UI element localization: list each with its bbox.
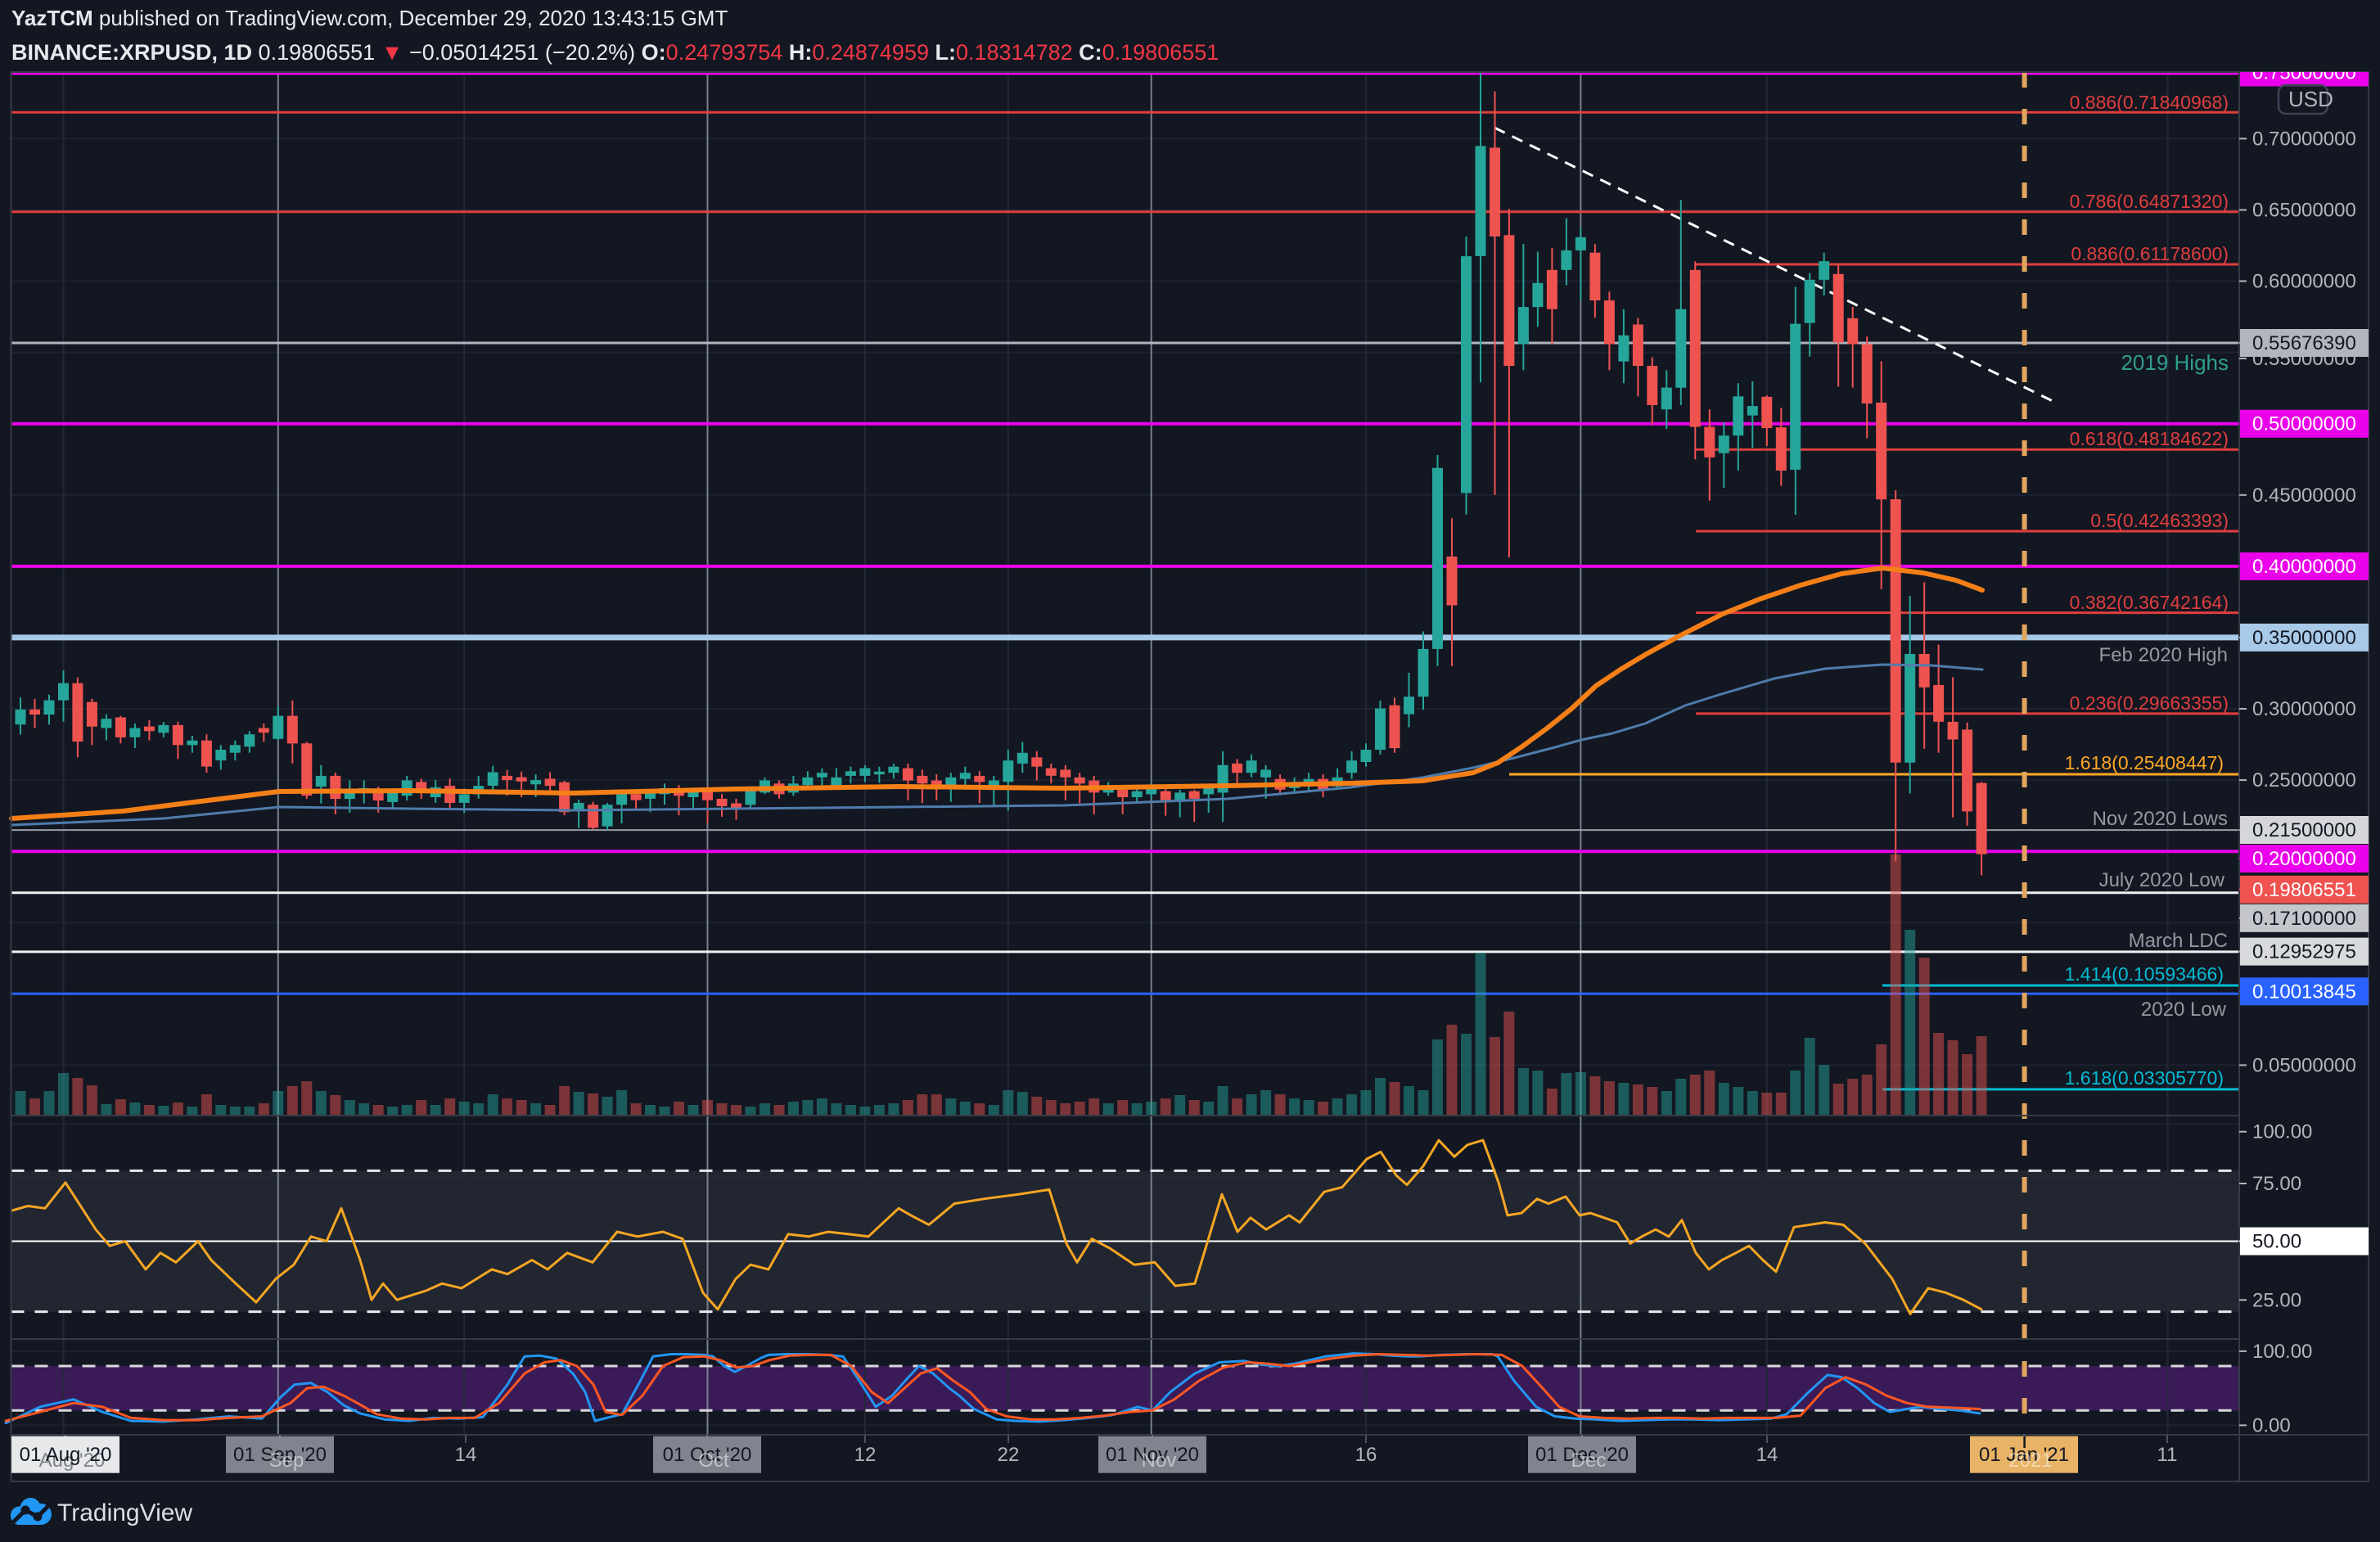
svg-text:Nov 2020 Lows: Nov 2020 Lows <box>2093 808 2228 830</box>
svg-text:0.45000000: 0.45000000 <box>2252 485 2356 507</box>
svg-text:0.00: 0.00 <box>2252 1414 2291 1436</box>
svg-text:0.10013845: 0.10013845 <box>2252 981 2356 1003</box>
svg-text:25.00: 25.00 <box>2252 1289 2301 1311</box>
svg-text:Dec: Dec <box>1571 1450 1607 1472</box>
svg-text:0.40000000: 0.40000000 <box>2252 556 2356 578</box>
svg-text:75.00: 75.00 <box>2252 1173 2301 1195</box>
svg-text:Aug '20: Aug '20 <box>39 1450 106 1472</box>
svg-text:0.75000000: 0.75000000 <box>2252 62 2356 84</box>
svg-text:1.414(0.10593466): 1.414(0.10593466) <box>2065 963 2224 985</box>
svg-text:01 Oct '20: 01 Oct '20 <box>663 1444 752 1466</box>
svg-text:0.65000000: 0.65000000 <box>2252 200 2356 222</box>
svg-text:14: 14 <box>455 1444 477 1466</box>
svg-text:Nov: Nov <box>1142 1450 1177 1472</box>
svg-text:1.618(0.25408447): 1.618(0.25408447) <box>2065 752 2224 773</box>
svg-text:YazTCM published on TradingVie: YazTCM published on TradingView.com, Dec… <box>11 6 728 30</box>
svg-text:0.17100000: 0.17100000 <box>2252 908 2356 930</box>
svg-text:0.35000000: 0.35000000 <box>2252 627 2356 649</box>
svg-text:0.20000000: 0.20000000 <box>2252 848 2356 870</box>
svg-text:11: 11 <box>2157 1444 2178 1466</box>
svg-text:2020 Low: 2020 Low <box>2141 999 2227 1021</box>
svg-text:0.786(0.64871320): 0.786(0.64871320) <box>2070 191 2229 212</box>
svg-text:0.12952975: 0.12952975 <box>2252 941 2356 963</box>
svg-text:22: 22 <box>998 1444 1020 1466</box>
svg-text:0.618(0.48184622): 0.618(0.48184622) <box>2070 428 2229 449</box>
svg-text:Sep: Sep <box>269 1450 304 1472</box>
svg-text:0.50000000: 0.50000000 <box>2252 413 2356 435</box>
svg-text:2021: 2021 <box>2008 1450 2052 1472</box>
svg-text:16: 16 <box>1355 1444 1377 1466</box>
svg-text:01 Dec '20: 01 Dec '20 <box>1535 1444 1629 1466</box>
svg-text:0.25000000: 0.25000000 <box>2252 769 2356 791</box>
svg-text:0.60000000: 0.60000000 <box>2252 271 2356 293</box>
svg-text:0.55676390: 0.55676390 <box>2252 332 2356 354</box>
svg-text:01 Sep '20: 01 Sep '20 <box>233 1444 327 1466</box>
svg-text:0.5(0.42463393): 0.5(0.42463393) <box>2090 510 2229 531</box>
svg-text:0.70000000: 0.70000000 <box>2252 128 2356 150</box>
svg-text:0.30000000: 0.30000000 <box>2252 698 2356 720</box>
svg-text:0.05000000: 0.05000000 <box>2252 1054 2356 1076</box>
svg-text:0.886(0.61178600): 0.886(0.61178600) <box>2071 243 2229 264</box>
svg-text:2019 Highs: 2019 Highs <box>2121 350 2229 375</box>
svg-text:Oct: Oct <box>698 1450 729 1472</box>
svg-text:1.618(0.03305770): 1.618(0.03305770) <box>2065 1067 2224 1089</box>
svg-text:0.886(0.71840968): 0.886(0.71840968) <box>2070 92 2229 113</box>
svg-text:12: 12 <box>854 1444 877 1466</box>
svg-text:100.00: 100.00 <box>2252 1341 2312 1363</box>
svg-text:Feb 2020 High: Feb 2020 High <box>2099 644 2228 666</box>
svg-text:01 Nov '20: 01 Nov '20 <box>1106 1444 1199 1466</box>
svg-text:0.382(0.36742164): 0.382(0.36742164) <box>2070 592 2229 613</box>
svg-text:TradingView: TradingView <box>57 1499 192 1526</box>
svg-text:0.19806551: 0.19806551 <box>2252 879 2356 901</box>
svg-text:100.00: 100.00 <box>2252 1121 2312 1143</box>
svg-text:0.21500000: 0.21500000 <box>2252 819 2356 841</box>
svg-text:USD: USD <box>2288 87 2333 111</box>
svg-text:July 2020 Low: July 2020 Low <box>2099 869 2225 891</box>
svg-text:50.00: 50.00 <box>2252 1231 2301 1253</box>
svg-text:01 Aug '20: 01 Aug '20 <box>20 1444 112 1466</box>
svg-text:BINANCE:XRPUSD, 1D 0.19806551: BINANCE:XRPUSD, 1D 0.19806551 ▼ −0.05014… <box>11 40 1219 65</box>
svg-text:0.236(0.29663355): 0.236(0.29663355) <box>2070 692 2229 714</box>
svg-text:March LDC: March LDC <box>2129 930 2228 952</box>
svg-text:14: 14 <box>1756 1444 1778 1466</box>
